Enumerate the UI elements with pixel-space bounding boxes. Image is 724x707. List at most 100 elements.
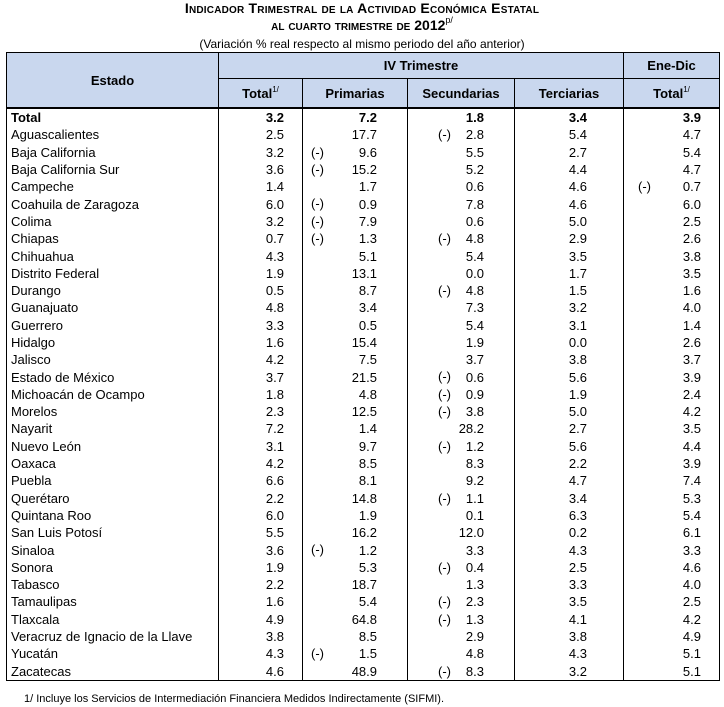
negative-marker: (-) (638, 179, 651, 195)
cell-primarias: (-) 1.3 (302, 230, 408, 248)
negative-marker: (-) (438, 594, 451, 610)
cell-total: 3.2 (218, 212, 303, 231)
cell-ene-dic: 4.2 (623, 403, 720, 421)
cell-secundarias: (-) 2.8 (407, 126, 515, 144)
cell-terciarias: 4.3 (514, 541, 624, 559)
cell-ene-dic: 3.9 (623, 454, 720, 473)
cell-estado: Tabasco (6, 576, 219, 594)
cell-primarias: 18.7 (302, 576, 408, 594)
cell-terciarias: 2.7 (514, 143, 624, 161)
cell-total: 4.8 (218, 299, 303, 317)
cell-estado: Distrito Federal (6, 264, 219, 282)
header-total-anual: Total1/ (623, 78, 720, 109)
cell-secundarias: (-) 4.8 (407, 281, 515, 300)
cell-ene-dic: 4.0 (623, 576, 720, 594)
cell-primarias: 12.5 (302, 403, 408, 421)
cell-secundarias: 0.1 (407, 506, 515, 525)
negative-marker: (-) (311, 213, 324, 229)
cell-ene-dic: 2.4 (623, 385, 720, 404)
cell-total: 4.2 (218, 351, 303, 369)
cell-primarias: 5.1 (302, 247, 408, 265)
cell-total: 6.0 (218, 506, 303, 525)
cell-terciarias: 3.4 (514, 106, 624, 127)
cell-total: 0.5 (218, 281, 303, 300)
cell-estado: Sinaloa (6, 541, 219, 559)
cell-estado: Aguascalientes (6, 126, 219, 144)
cell-secundarias: 5.4 (407, 316, 515, 334)
cell-terciarias: 4.4 (514, 160, 624, 179)
cell-terciarias: 5.0 (514, 212, 624, 231)
cell-secundarias: 0.6 (407, 212, 515, 231)
cell-ene-dic: 6.1 (623, 524, 720, 542)
cell-estado: Quintana Roo (6, 506, 219, 525)
cell-value: 15.2 (351, 162, 377, 178)
cell-estado: Veracruz de Ignacio de la Llave (6, 627, 219, 646)
cell-primarias: (-) 9.6 (302, 143, 408, 161)
table-row: Durango 0.5 8.7 (-) 4.8 1.5 1.6 (6, 281, 720, 300)
cell-total: 2.2 (218, 489, 303, 507)
table-row: Chihuahua 4.3 5.1 5.4 3.5 3.8 (6, 247, 720, 265)
cell-estado: Durango (6, 281, 219, 300)
table-row: Colima 3.2 (-) 7.9 0.6 5.0 2.5 (6, 212, 720, 231)
cell-ene-dic: 3.9 (623, 106, 720, 127)
cell-total: 4.6 (218, 662, 303, 681)
cell-primarias: 8.1 (302, 472, 408, 490)
table-row: Tabasco 2.2 18.7 1.3 3.3 4.0 (6, 576, 720, 594)
cell-primarias: (-) 0.9 (302, 195, 408, 213)
table-row: Nayarit 7.2 1.4 28.2 2.7 3.5 (6, 420, 720, 438)
cell-terciarias: 6.3 (514, 506, 624, 525)
cell-total: 1.6 (218, 593, 303, 611)
cell-ene-dic: 3.8 (623, 247, 720, 265)
cell-total: 3.7 (218, 368, 303, 386)
cell-primarias: 9.7 (302, 437, 408, 455)
table-row: Yucatán 4.3 (-) 1.5 4.8 4.3 5.1 (6, 645, 720, 663)
cell-ene-dic: 3.5 (623, 420, 720, 438)
cell-ene-dic: 6.0 (623, 195, 720, 213)
header-primarias: Primarias (302, 78, 408, 109)
cell-primarias: 64.8 (302, 610, 408, 628)
cell-ene-dic: 2.5 (623, 212, 720, 231)
cell-ene-dic: 4.6 (623, 558, 720, 577)
negative-marker: (-) (438, 127, 451, 143)
table-row: Campeche 1.4 1.7 0.6 4.6 (-) 0.7 (6, 178, 720, 196)
cell-estado: Campeche (6, 178, 219, 196)
cell-terciarias: 1.7 (514, 264, 624, 282)
cell-primarias: 17.7 (302, 126, 408, 144)
cell-primarias: (-) 15.2 (302, 160, 408, 179)
cell-primarias: 16.2 (302, 524, 408, 542)
cell-total: 1.9 (218, 558, 303, 577)
cell-value: 1.3 (358, 231, 377, 247)
cell-primarias: 3.4 (302, 299, 408, 317)
negative-marker: (-) (311, 144, 324, 160)
cell-secundarias: (-) 0.9 (407, 385, 515, 404)
cell-estado: Querétaro (6, 489, 219, 507)
cell-terciarias: 2.9 (514, 230, 624, 248)
cell-primarias: 13.1 (302, 264, 408, 282)
negative-marker: (-) (311, 196, 324, 212)
cell-estado: Chihuahua (6, 247, 219, 265)
cell-terciarias: 3.3 (514, 576, 624, 594)
cell-terciarias: 3.8 (514, 351, 624, 369)
table-row: Guanajuato 4.8 3.4 7.3 3.2 4.0 (6, 299, 720, 317)
cell-estado: Morelos (6, 403, 219, 421)
cell-total: 4.3 (218, 247, 303, 265)
cell-secundarias: 12.0 (407, 524, 515, 542)
negative-marker: (-) (438, 559, 451, 575)
negative-marker: (-) (438, 386, 451, 402)
cell-ene-dic: 2.6 (623, 333, 720, 352)
cell-estado: Guerrero (6, 316, 219, 334)
table-row: Baja California Sur 3.6 (-) 15.2 5.2 4.4 4.7 (6, 160, 720, 179)
cell-total: 7.2 (218, 420, 303, 438)
cell-primarias: 5.4 (302, 593, 408, 611)
cell-secundarias: 5.4 (407, 247, 515, 265)
cell-total: 1.6 (218, 333, 303, 352)
cell-ene-dic: 4.0 (623, 299, 720, 317)
cell-secundarias: 0.6 (407, 178, 515, 196)
cell-secundarias: 0.0 (407, 264, 515, 282)
cell-estado: Tamaulipas (6, 593, 219, 611)
table-row: Hidalgo 1.6 15.4 1.9 0.0 2.6 (6, 333, 720, 352)
cell-value: 4.8 (465, 283, 484, 299)
cell-value: 8.3 (465, 663, 484, 679)
cell-total: 4.9 (218, 610, 303, 628)
